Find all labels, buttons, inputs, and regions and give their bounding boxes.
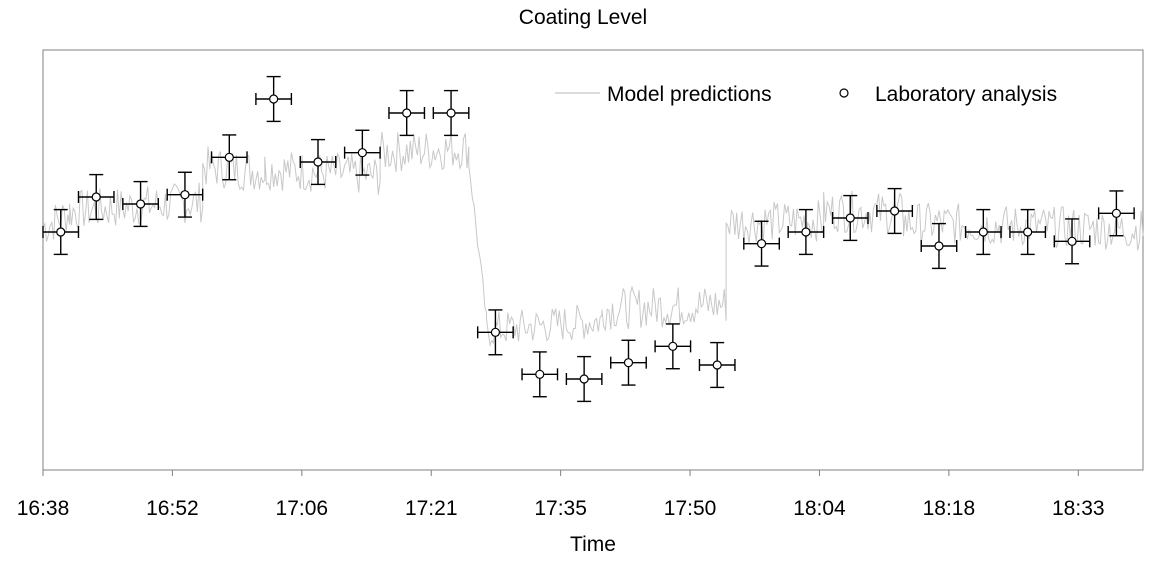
lab-point-marker (446, 108, 456, 118)
plot-area (42, 49, 1144, 471)
lab-point-marker (756, 239, 767, 249)
lab-point-marker (801, 227, 811, 237)
lab-point (698, 341, 736, 389)
model-predictions-line (42, 131, 1144, 348)
x-tick-label: 18:04 (793, 497, 846, 520)
lab-point-marker (180, 190, 190, 200)
lab-point (1053, 218, 1091, 265)
lab-point-marker (623, 358, 634, 368)
lab-point-marker (269, 94, 279, 104)
lab-point-marker (1111, 208, 1121, 218)
lab-point (964, 208, 1002, 256)
lab-point-marker (535, 369, 545, 379)
lab-point (432, 89, 470, 137)
x-tick-label: 16:52 (146, 497, 199, 520)
lab-point (654, 323, 692, 370)
legend-label-model-predictions: Model predictions (607, 83, 772, 106)
lab-point (521, 351, 559, 398)
lab-point-marker (56, 227, 66, 237)
lab-point-marker (402, 108, 412, 118)
lab-point (255, 75, 293, 123)
lab-point-marker (224, 152, 234, 162)
lab-point-marker (1023, 227, 1033, 237)
x-tick-label: 18:33 (1052, 497, 1105, 520)
lab-point (876, 187, 914, 235)
x-tick-label: 17:35 (534, 497, 587, 520)
lab-point (787, 208, 825, 256)
lab-point (831, 194, 869, 242)
lab-point-marker (1067, 236, 1077, 246)
lab-point (565, 355, 603, 403)
x-tick-label: 16:38 (17, 497, 70, 520)
lab-point (920, 222, 958, 270)
x-tick-label: 17:06 (276, 497, 329, 520)
lab-point-marker (313, 157, 323, 167)
lab-point-marker (978, 227, 988, 237)
lab-point (1097, 190, 1135, 237)
lab-point (42, 208, 80, 256)
lab-point-marker (845, 213, 855, 223)
lab-point (610, 339, 647, 386)
lab-point-marker (357, 148, 367, 158)
lab-point (343, 129, 381, 176)
chart-title: Coating Level (519, 6, 647, 29)
lab-point (122, 180, 160, 228)
x-axis: 16:38 16:52 17:06 17:21 17:35 17:50 18:04 18:18… (17, 470, 1105, 520)
lab-point-marker (579, 374, 589, 384)
x-axis-label: Time (570, 533, 616, 556)
lab-point-marker (712, 360, 722, 370)
lab-point-marker (668, 341, 678, 351)
x-tick-label: 17:50 (664, 497, 717, 520)
lab-point-marker (890, 206, 900, 216)
legend-label-laboratory-analysis: Laboratory analysis (875, 83, 1057, 106)
lab-point-marker (135, 199, 146, 209)
model-predictions-layer (42, 131, 1144, 348)
lab-point (166, 171, 204, 218)
x-tick-label: 17:21 (405, 497, 458, 520)
lab-point-marker (490, 327, 501, 337)
laboratory-analysis-layer (42, 75, 1135, 403)
legend: Model predictions Laboratory analysis (555, 83, 1057, 106)
lab-point (299, 138, 337, 186)
lab-point (388, 89, 426, 137)
lab-point (210, 134, 248, 181)
lab-point (77, 173, 115, 221)
lab-point-marker (91, 192, 101, 202)
lab-point (476, 309, 514, 356)
x-tick-label: 18:18 (923, 497, 976, 520)
lab-point (743, 220, 780, 267)
lab-point (1009, 208, 1047, 256)
lab-point-marker (934, 241, 944, 251)
legend-marker-swatch (839, 88, 849, 98)
